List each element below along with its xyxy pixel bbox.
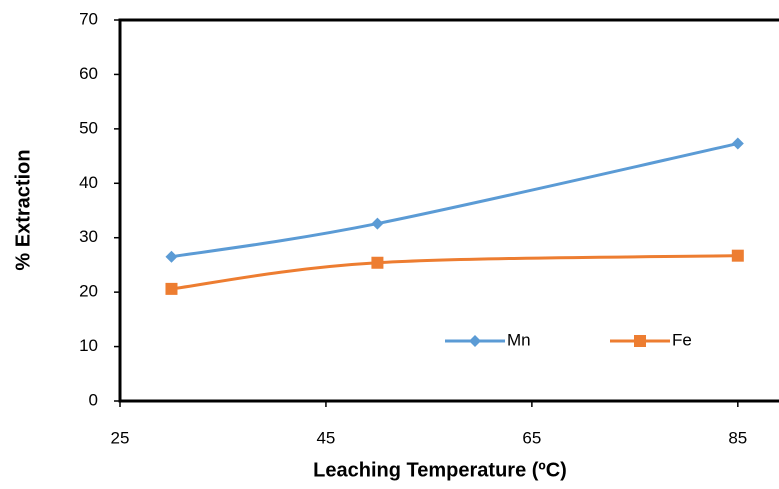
series-line [171,142,739,259]
legend-marker [634,335,646,347]
marker [165,282,178,295]
y-tick-label: 60 [79,64,98,83]
y-axis-title: % Extraction [12,149,34,270]
marker [371,256,384,269]
y-tick-label: 30 [79,227,98,246]
marker [165,250,178,263]
legend-marker [469,335,481,347]
x-tick-label: 45 [316,428,335,447]
plot-frame [118,18,779,403]
legend-label: Fe [672,330,692,349]
marker [731,137,744,150]
y-tick-label: 10 [79,336,98,355]
x-tick-label: 65 [522,428,541,447]
y-tick-label: 0 [89,390,98,409]
x-axis-title: Leaching Temperature (ºC) [313,459,567,481]
legend-label: Mn [507,330,531,349]
x-tick-label: 85 [728,428,747,447]
marker [731,249,744,262]
series-line [171,254,738,291]
x-tick-label: 25 [111,428,130,447]
y-tick-label: 70 [79,9,98,28]
y-tick-label: 20 [79,282,98,301]
marker [371,217,384,230]
y-tick-label: 40 [79,173,98,192]
y-tick-label: 50 [79,118,98,137]
